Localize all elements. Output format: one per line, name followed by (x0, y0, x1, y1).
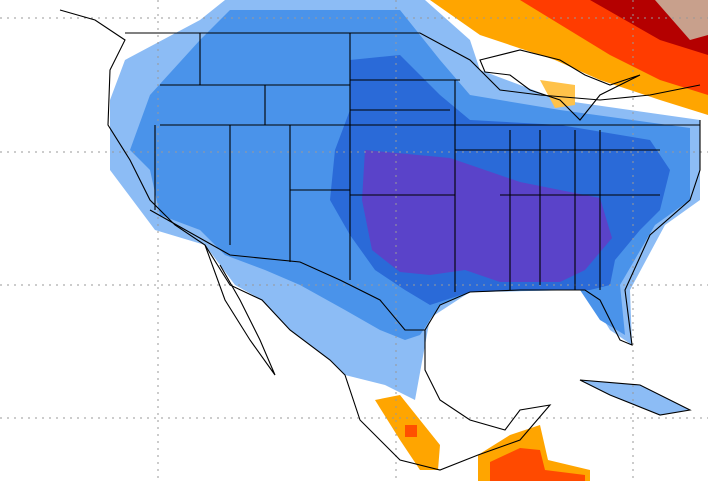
baja (204, 244, 276, 376)
anomaly-purple (362, 150, 612, 282)
anomaly-light-orange-ne (540, 80, 575, 108)
anomaly-cuba (580, 380, 690, 415)
anomaly-red-mx (405, 425, 417, 437)
us-mexico-border (149, 209, 425, 331)
us-canada-border (125, 32, 701, 101)
anomaly-red-s (490, 448, 585, 481)
state-lines (154, 33, 700, 292)
great-lakes (479, 49, 641, 121)
borders (59, 9, 701, 471)
cuba (579, 379, 692, 416)
anomaly-tan-ne (655, 0, 708, 40)
coastline (59, 9, 701, 471)
